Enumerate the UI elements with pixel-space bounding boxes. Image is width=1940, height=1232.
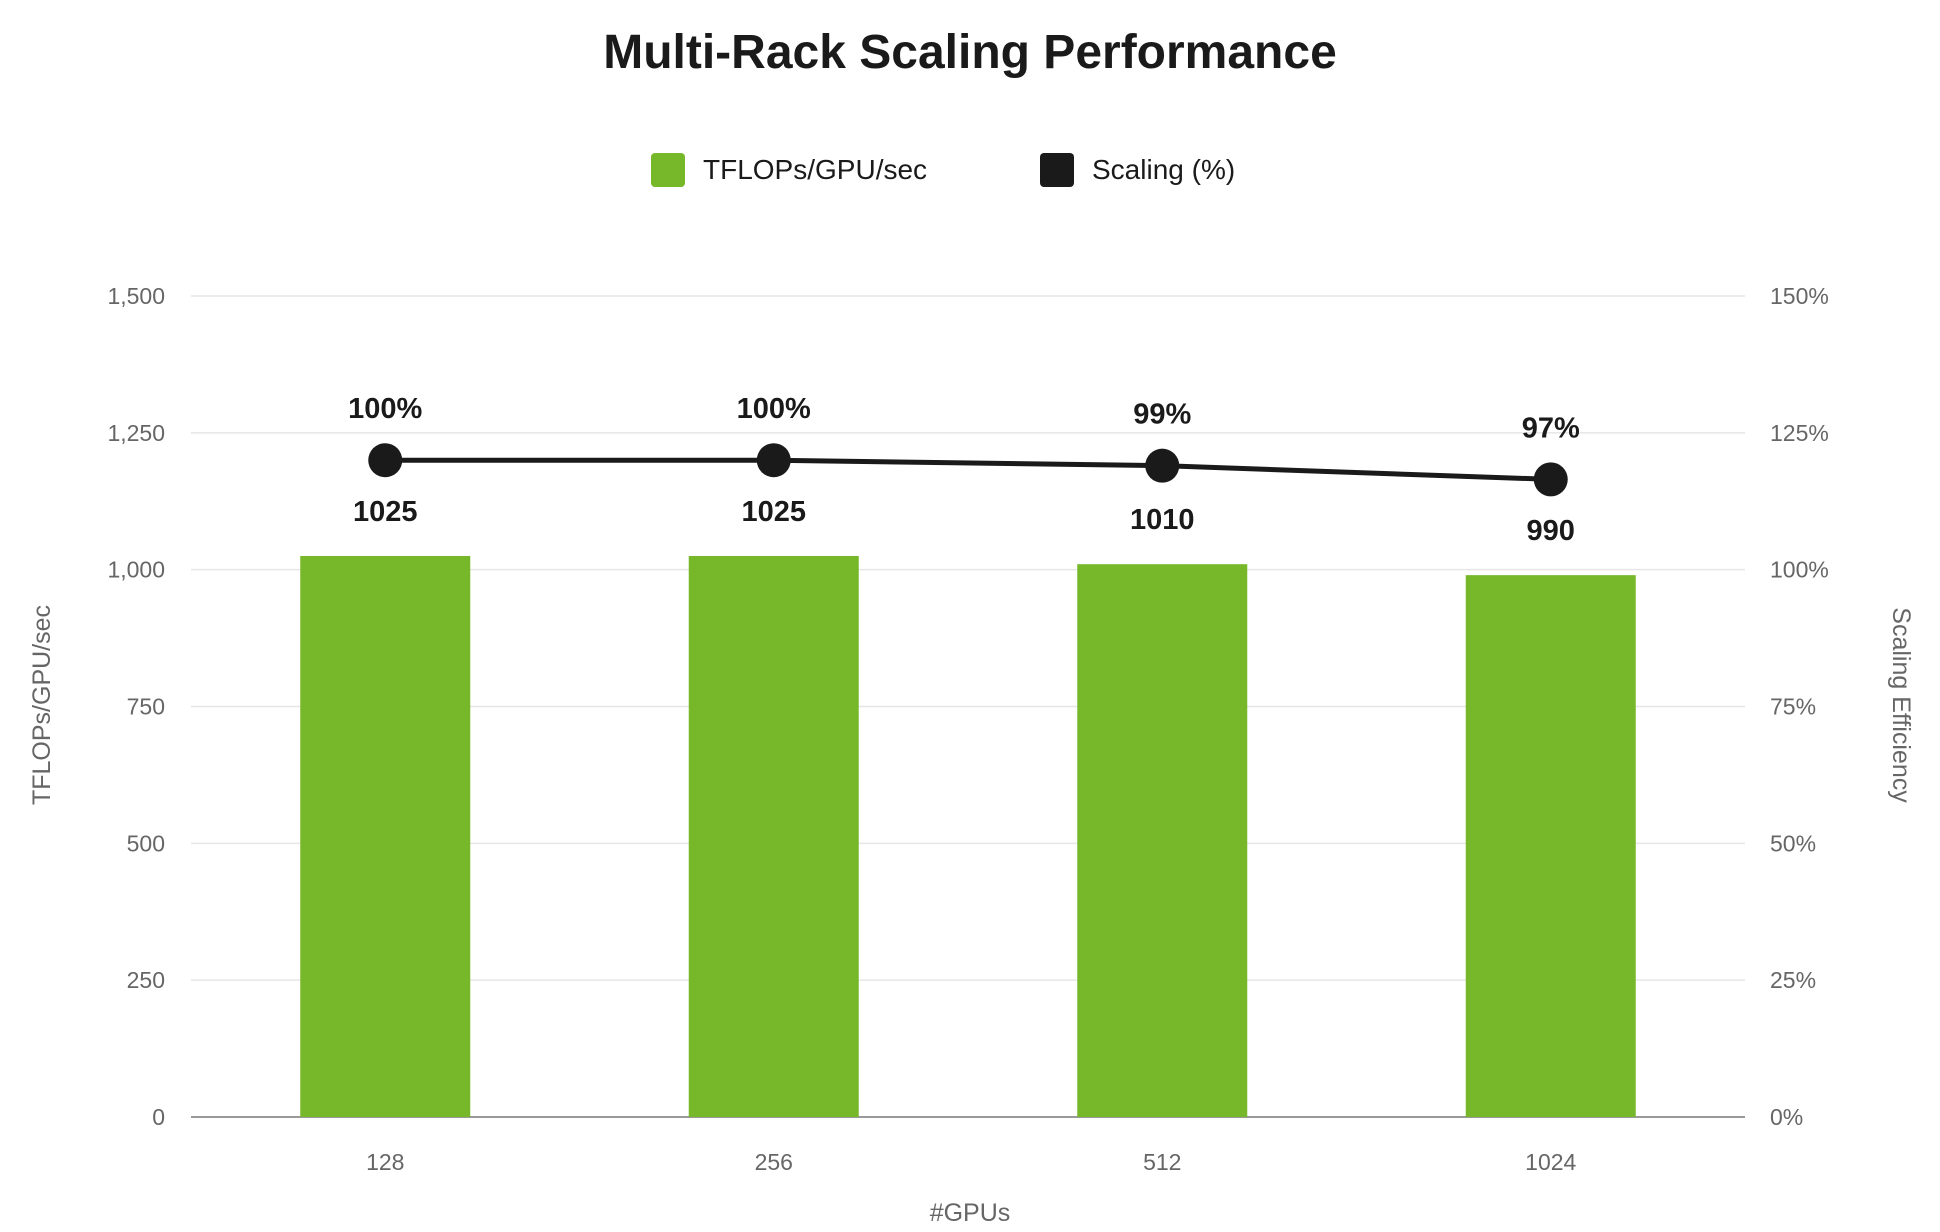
bar[interactable] (1077, 564, 1248, 1117)
y-tick-label: 1,000 (107, 557, 165, 583)
y2-tick-label: 100% (1770, 557, 1829, 583)
y-tick-label: 0 (152, 1104, 165, 1130)
bar-value-label: 1025 (353, 496, 418, 528)
scaling-marker[interactable] (368, 443, 403, 478)
x-tick-label: 512 (1143, 1149, 1181, 1175)
scaling-marker[interactable] (1533, 462, 1568, 497)
y-tick-label: 500 (127, 830, 165, 856)
bar[interactable] (1465, 575, 1636, 1117)
y-tick-label: 1,250 (107, 420, 165, 446)
bar[interactable] (688, 555, 859, 1117)
bar-value-label: 990 (1527, 515, 1575, 547)
scaling-value-label: 99% (1133, 399, 1191, 431)
bar-value-label: 1010 (1130, 504, 1195, 536)
y2-tick-label: 50% (1770, 830, 1816, 856)
x-tick-label: 1024 (1525, 1149, 1576, 1175)
chart-title: Multi-Rack Scaling Performance (603, 26, 1337, 79)
bar-labels: 1025 1025 1010 990 (353, 496, 1575, 547)
legend-label-tflops: TFLOPs/GPU/sec (703, 154, 927, 185)
scaling-line (385, 457, 1551, 482)
y2-tick-label: 75% (1770, 694, 1816, 720)
scaling-marker[interactable] (756, 443, 791, 478)
legend-swatch-tflops (651, 153, 685, 187)
bar[interactable] (300, 555, 471, 1117)
legend-swatch-scaling (1040, 153, 1074, 187)
x-axis-ticks: 128 256 512 1024 (366, 1149, 1576, 1175)
x-axis-title: #GPUs (930, 1199, 1011, 1227)
legend-label-scaling: Scaling (%) (1092, 154, 1235, 185)
scaling-value-label: 100% (737, 393, 811, 425)
y-axis-ticks: 0 250 500 750 1,000 1,250 1,500 (107, 283, 165, 1130)
y2-tick-label: 150% (1770, 283, 1829, 309)
y-axis-title: TFLOPs/GPU/sec (28, 605, 56, 805)
bars (300, 555, 1636, 1117)
scaling-value-label: 97% (1522, 412, 1580, 444)
scaling-line-layer (368, 443, 1568, 497)
legend-item-tflops[interactable]: TFLOPs/GPU/sec (651, 153, 927, 187)
scaling-labels: 100% 100% 99% 97% (348, 393, 1580, 444)
legend: TFLOPs/GPU/sec Scaling (%) (651, 153, 1235, 187)
scaling-value-label: 100% (348, 393, 422, 425)
y-tick-label: 250 (127, 967, 165, 993)
legend-item-scaling[interactable]: Scaling (%) (1040, 153, 1235, 187)
y-tick-label: 1,500 (107, 283, 165, 309)
y2-axis-ticks: 0% 25% 50% 75% 100% 125% 150% (1770, 283, 1829, 1130)
y2-tick-label: 0% (1770, 1104, 1803, 1130)
y2-tick-label: 25% (1770, 967, 1816, 993)
x-tick-label: 256 (755, 1149, 793, 1175)
bar-value-label: 1025 (741, 496, 806, 528)
x-tick-label: 128 (366, 1149, 404, 1175)
scaling-marker[interactable] (1145, 448, 1180, 483)
y2-axis-title: Scaling Efficiency (1887, 607, 1915, 803)
y-tick-label: 750 (127, 694, 165, 720)
y2-tick-label: 125% (1770, 420, 1829, 446)
